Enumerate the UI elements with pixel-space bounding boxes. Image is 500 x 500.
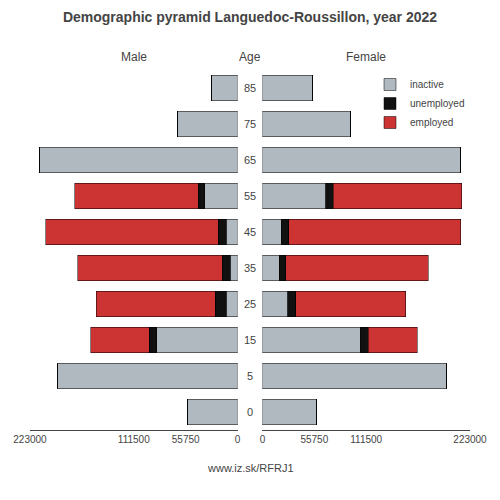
- svg-text:0: 0: [260, 434, 266, 445]
- svg-text:Male: Male: [121, 50, 147, 64]
- svg-text:111500: 111500: [118, 434, 150, 445]
- svg-text:0: 0: [247, 406, 253, 418]
- svg-text:0: 0: [235, 434, 241, 445]
- svg-text:unemployed: unemployed: [410, 98, 464, 109]
- svg-text:inactive: inactive: [410, 79, 444, 90]
- svg-text:85: 85: [244, 82, 256, 94]
- svg-text:15: 15: [244, 334, 256, 346]
- svg-text:55: 55: [244, 190, 256, 202]
- svg-text:Female: Female: [346, 50, 386, 64]
- svg-text:Age: Age: [239, 50, 261, 64]
- svg-text:25: 25: [244, 298, 256, 310]
- svg-text:Demographic pyramid Languedoc-: Demographic pyramid Languedoc-Roussillon…: [63, 9, 437, 25]
- svg-text:www.iz.sk/RFRJ1: www.iz.sk/RFRJ1: [207, 462, 294, 474]
- svg-text:65: 65: [244, 154, 256, 166]
- svg-text:55750: 55750: [172, 434, 200, 445]
- svg-text:employed: employed: [410, 117, 453, 128]
- svg-text:223000: 223000: [453, 434, 487, 445]
- svg-text:35: 35: [244, 262, 256, 274]
- svg-text:75: 75: [244, 118, 256, 130]
- svg-text:111500: 111500: [350, 434, 382, 445]
- svg-text:5: 5: [247, 370, 253, 382]
- svg-text:45: 45: [244, 226, 256, 238]
- svg-text:55750: 55750: [300, 434, 328, 445]
- svg-text:223000: 223000: [13, 434, 47, 445]
